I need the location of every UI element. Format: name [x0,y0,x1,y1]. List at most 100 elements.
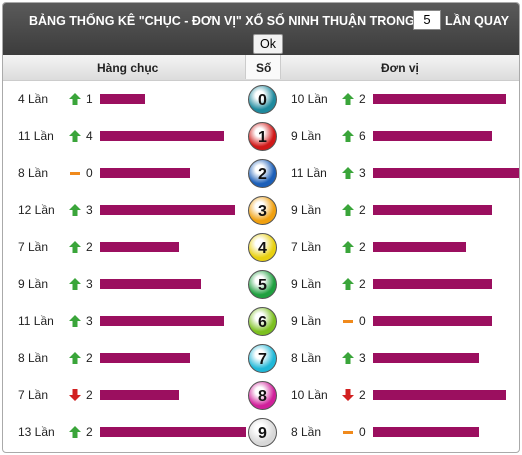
count-label: 10 Lần [291,92,328,106]
bar [373,316,493,326]
change-value: 3 [359,166,366,180]
digit-ball: 8 [248,381,277,410]
bar [100,205,235,215]
bar [373,242,466,252]
ok-button[interactable]: Ok [253,34,283,54]
trend-icon [69,352,81,364]
trend-icon [342,93,354,105]
trend-icon [69,426,81,438]
trend-icon [70,172,80,175]
trend-icon [69,315,81,327]
bar [373,131,493,141]
digit-ball: 5 [248,270,277,299]
trend-icon [342,167,354,179]
digit-ball: 9 [248,418,277,447]
change-value: 4 [86,129,93,143]
digit-ball: 2 [248,159,277,188]
count-label: 12 Lần [18,203,55,217]
stat-row: 7 Lần 2 4 7 Lần 2 [3,229,519,266]
title: BẢNG THỐNG KÊ "CHỤC - ĐƠN VỊ" XỔ SỐ NINH… [29,14,415,28]
change-value: 2 [359,92,366,106]
count-label: 13 Lần [18,425,55,439]
change-value: 2 [359,388,366,402]
bar [373,205,493,215]
tens-header: Hàng chục [97,61,159,75]
stat-row: 7 Lần 2 8 10 Lần 2 [3,377,519,414]
bar [100,279,202,289]
stat-row: 12 Lần 3 3 9 Lần 2 [3,192,519,229]
digit-ball: 1 [248,122,277,151]
digit-header-cell [245,55,281,79]
change-value: 2 [359,277,366,291]
trend-icon [342,278,354,290]
count-label: 9 Lần [18,277,49,291]
digit-ball: 7 [248,344,277,373]
bar [373,168,519,178]
column-header: Hàng chục Số Đơn vị [3,55,519,81]
trend-icon [342,352,354,364]
count-label: 9 Lần [291,314,322,328]
change-value: 2 [359,203,366,217]
change-value: 0 [86,166,93,180]
header: BẢNG THỐNG KÊ "CHỤC - ĐƠN VỊ" XỔ SỐ NINH… [3,3,519,55]
change-value: 2 [86,351,93,365]
count-label: 11 Lần [18,314,54,328]
digit-ball: 4 [248,233,277,262]
digit-ball: 3 [248,196,277,225]
change-value: 2 [359,240,366,254]
bar [373,94,506,104]
change-value: 6 [359,129,366,143]
trend-icon [69,278,81,290]
trend-icon [342,241,354,253]
count-label: 9 Lần [291,129,322,143]
count-label: 11 Lần [18,129,54,143]
trend-icon [342,204,354,216]
trend-icon [343,431,353,434]
digit-header: Số [256,61,272,75]
bar [373,279,493,289]
bar [100,242,179,252]
count-input[interactable]: 5 [413,10,441,30]
change-value: 2 [86,240,93,254]
change-value: 2 [86,425,93,439]
bar [100,168,190,178]
count-label: 8 Lần [291,425,322,439]
digit-ball: 6 [248,307,277,336]
digit-ball: 0 [248,85,277,114]
change-value: 3 [86,277,93,291]
change-value: 0 [359,425,366,439]
trend-icon [342,389,354,401]
units-header: Đơn vị [381,61,419,75]
change-value: 2 [86,388,93,402]
count-label: 9 Lần [291,277,322,291]
count-label: 8 Lần [291,351,322,365]
count-label: 11 Lần [291,166,327,180]
count-label: 7 Lần [18,388,49,402]
count-label: 8 Lần [18,351,49,365]
change-value: 0 [359,314,366,328]
count-label: 8 Lần [18,166,49,180]
stat-row: 8 Lần 2 7 8 Lần 3 [3,340,519,377]
bar [100,390,179,400]
stat-row: 4 Lần 1 0 10 Lần 2 [3,81,519,118]
change-value: 3 [359,351,366,365]
change-value: 3 [86,203,93,217]
trend-icon [69,93,81,105]
count-label: 4 Lần [18,92,49,106]
bar [100,94,145,104]
trend-icon [69,241,81,253]
bar [100,131,224,141]
change-value: 1 [86,92,93,106]
bar [373,353,480,363]
stat-row: 8 Lần 0 2 11 Lần 3 [3,155,519,192]
count-label: 7 Lần [18,240,49,254]
trend-icon [69,130,81,142]
trend-icon [69,389,81,401]
count-label: 10 Lần [291,388,328,402]
stat-row: 11 Lần 3 6 9 Lần 0 [3,303,519,340]
bar [100,427,246,437]
count-label: 9 Lần [291,203,322,217]
bar [100,353,190,363]
stat-row: 13 Lần 2 9 8 Lần 0 [3,414,519,451]
